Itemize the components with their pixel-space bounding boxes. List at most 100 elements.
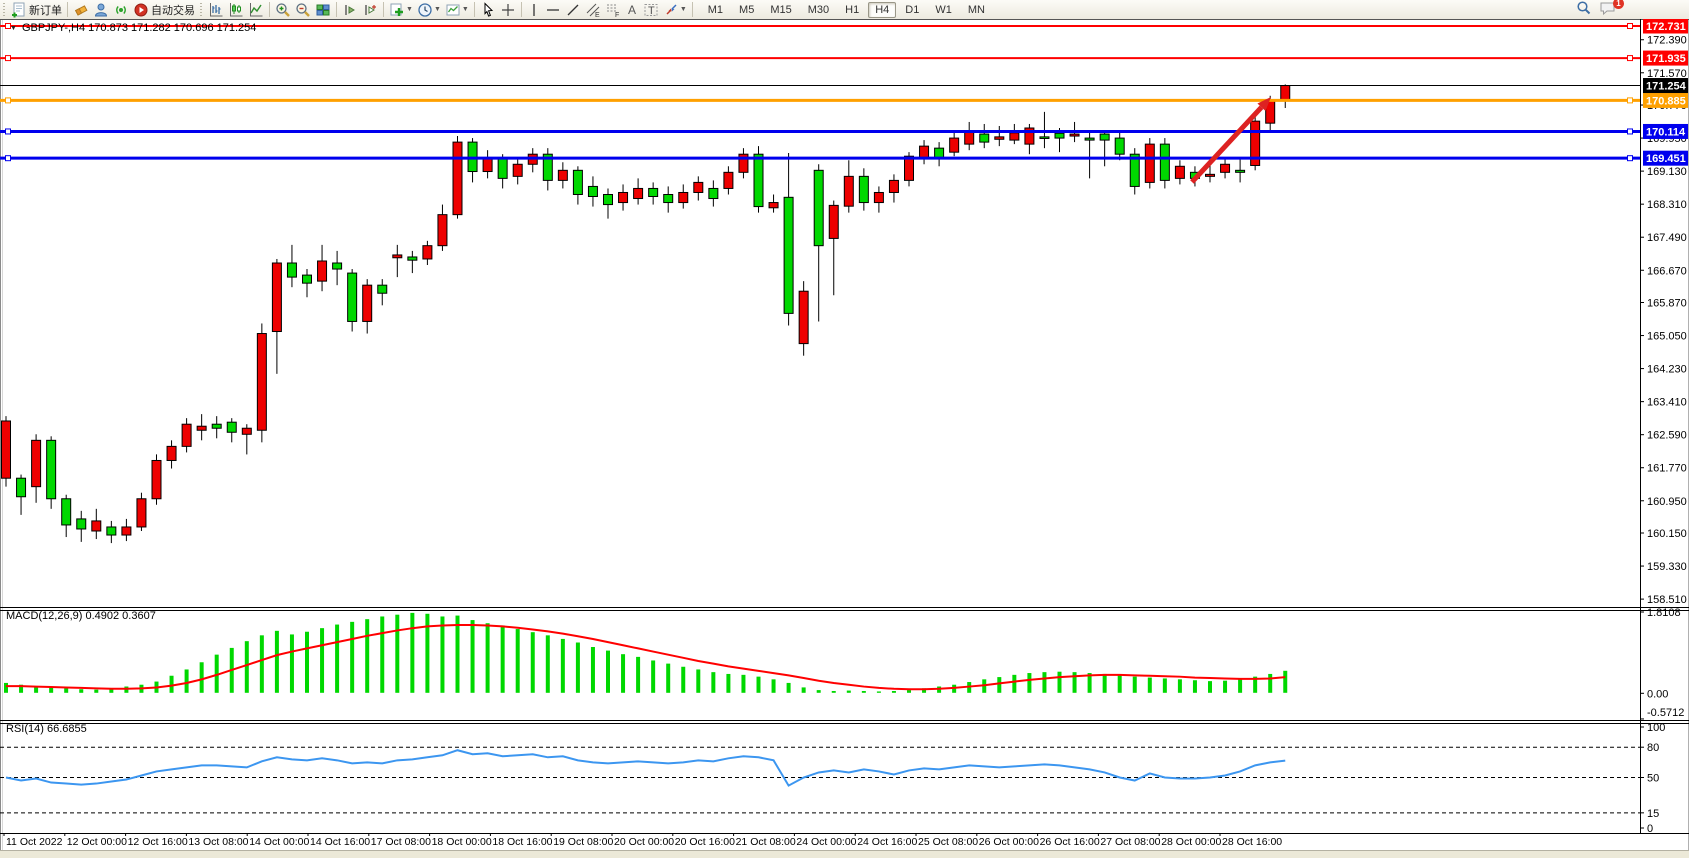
macd-histogram-bar [500,625,505,693]
price-tick-label: 160.150 [1647,528,1687,540]
line-chart-button[interactable] [246,1,266,18]
macd-histogram-bar [259,635,264,693]
timeframe-w1[interactable]: W1 [935,3,952,16]
line-handle[interactable] [1627,23,1633,29]
cursor-button[interactable] [478,1,498,18]
trend-arrow-head[interactable] [1257,97,1271,111]
timeframe-m30[interactable]: M30 [807,3,830,16]
tile-windows-button[interactable] [313,1,333,18]
toolbar-separator [383,2,384,17]
time-tick-label: 18 Oct 00:00 [432,836,492,848]
time-tick-label: 24 Oct 00:00 [796,836,856,848]
timeframe-d1[interactable]: D1 [905,3,920,16]
candle-down [1129,153,1140,187]
chat-icon [1599,2,1617,19]
macd-histogram-bar [1162,678,1167,693]
zoom-out-button[interactable] [293,1,313,18]
candle-down [603,193,613,206]
candle-up [678,191,689,204]
price-tick-label: 161.770 [1647,463,1687,475]
macd-histogram-bar [891,691,896,693]
candle-down [61,498,72,526]
line-handle[interactable] [1627,128,1633,135]
macd-histogram-bar [831,691,836,693]
autotrading-button[interactable]: 自动交易 [131,1,197,18]
dropdown-arrow-icon: ▼ [433,6,441,13]
macd-histogram-bar [1117,674,1122,693]
crosshair-button[interactable] [498,1,518,18]
price-badge-label: 171.935 [1646,53,1686,65]
macd-histogram-bar [455,615,460,693]
line-handle[interactable] [5,155,11,162]
candle-down [753,153,764,208]
macd-histogram-bar [199,662,204,693]
candle-down [542,153,553,181]
line-handle[interactable] [5,97,11,104]
equidistant-channel-tool[interactable]: E [583,1,603,18]
macd-histogram-bar [335,624,340,693]
price-tick-label: 168.310 [1647,199,1687,211]
macd-histogram-bar [1087,673,1092,693]
vertical-line-tool[interactable] [525,1,543,18]
horizontal-line-tool[interactable] [543,1,563,18]
candle-up [362,284,373,322]
search-icon[interactable] [1576,0,1592,19]
clock-icon [417,2,433,18]
arrows-tool[interactable]: ▼ [661,1,689,18]
zoom-out-icon [295,2,311,18]
template-icon [445,2,461,18]
macd-histogram-bar [4,682,8,693]
chart-expand-icon[interactable]: ▼ [10,24,17,32]
zoom-in-button[interactable] [273,1,293,18]
fibonacci-tool[interactable]: F [603,1,623,18]
timeframe-h4[interactable]: H4 [868,1,897,18]
macd-histogram-bar [801,687,806,693]
text-tool-icon: A [625,2,639,18]
macd-histogram-bar [184,669,189,693]
macd-histogram-bar [1042,672,1047,693]
signal-button[interactable] [111,1,131,18]
timeframe-m1[interactable]: M1 [707,3,724,16]
macd-histogram-bar [771,679,776,693]
toolbar-grip [199,2,204,17]
chart-shift-button[interactable] [360,1,380,18]
toolbar-right: 1 [1576,0,1624,19]
time-tick-label: 18 Oct 16:00 [492,836,552,848]
timeframe-m5[interactable]: M5 [739,3,755,16]
trendline-tool[interactable] [563,1,583,18]
macd-histogram-bar [861,691,866,693]
candle-down [332,262,343,270]
candle-up [1144,143,1155,183]
new-order-button[interactable]: 新订单 [9,1,64,18]
candle-up [151,459,162,500]
line-handle[interactable] [5,55,11,62]
line-handle[interactable] [1627,97,1633,104]
line-handle[interactable] [5,128,11,135]
line-handle[interactable] [1627,155,1633,162]
auto-scroll-button[interactable] [340,1,360,18]
new-order-label: 新订单 [29,4,62,17]
indicators-button[interactable]: ▼ [387,1,415,18]
chat-button[interactable]: 1 [1599,0,1624,19]
bar-chart-button[interactable] [206,1,226,18]
candlestick-chart-button[interactable] [226,1,246,18]
timeframe-m15[interactable]: M15 [770,3,792,16]
macd-histogram-bar [530,632,535,693]
candle-up [949,137,960,153]
text-label-tool[interactable]: T [641,1,661,18]
price-tick-label: 169.130 [1647,166,1687,178]
templates-button[interactable]: ▼ [443,1,471,18]
line-handle[interactable] [5,23,11,29]
line-handle[interactable] [1627,55,1633,62]
timeframe-h1[interactable]: H1 [845,3,860,16]
new-order-icon [11,2,27,18]
periods-button[interactable]: ▼ [415,1,443,18]
price-badge-label: 170.885 [1646,95,1686,107]
macd-histogram-bar [1012,674,1017,693]
time-tick-label: 11 Oct 2022 [6,836,63,848]
timeframe-mn[interactable]: MN [967,3,985,16]
text-tool[interactable]: A [623,1,641,18]
eraser-button[interactable] [71,1,91,18]
profile-button[interactable] [91,1,111,18]
trend-arrow-annotation[interactable] [1190,105,1264,184]
